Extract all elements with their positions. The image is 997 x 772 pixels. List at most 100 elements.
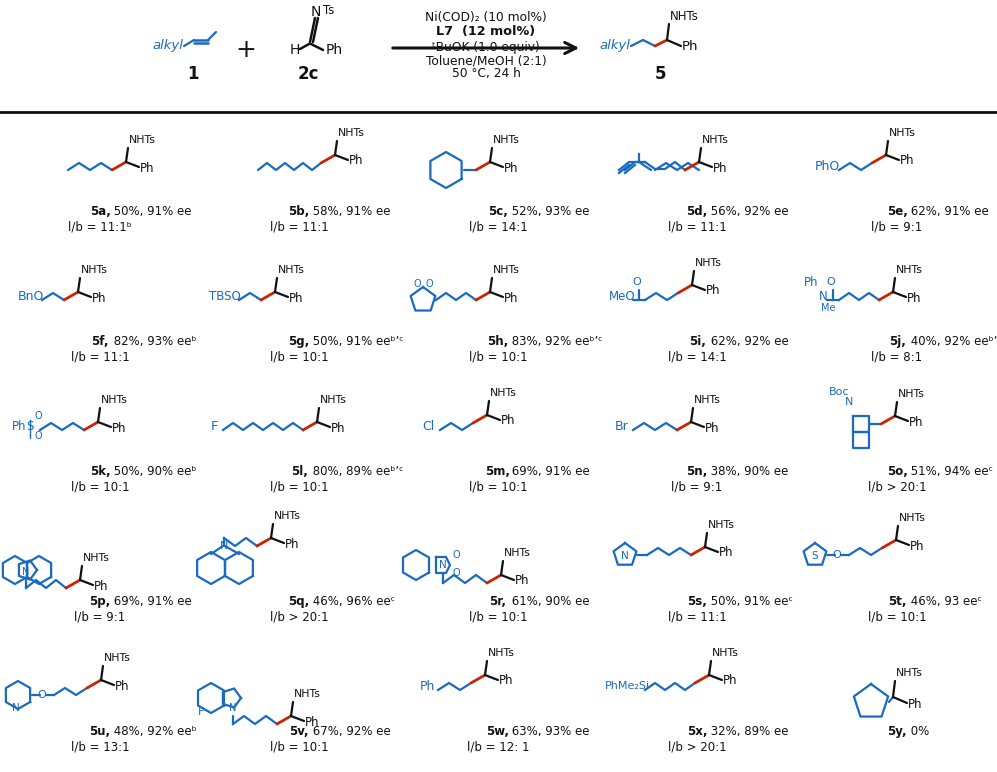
Text: NHTs: NHTs bbox=[274, 511, 301, 521]
Text: O: O bbox=[413, 279, 421, 289]
Text: 62%, 91% ee: 62%, 91% ee bbox=[906, 205, 988, 218]
Text: NHTs: NHTs bbox=[104, 653, 131, 663]
Text: PhO: PhO bbox=[815, 160, 840, 172]
Text: 48%, 92% eeᵇ: 48%, 92% eeᵇ bbox=[110, 725, 196, 738]
Text: Toluene/MeOH (2:1): Toluene/MeOH (2:1) bbox=[426, 55, 546, 67]
Text: 5t,: 5t, bbox=[887, 595, 906, 608]
Text: Ph: Ph bbox=[501, 415, 515, 428]
Text: N: N bbox=[621, 551, 629, 561]
Text: 58%, 91% ee: 58%, 91% ee bbox=[309, 205, 390, 218]
Text: 5u,: 5u, bbox=[90, 725, 111, 738]
Text: Ph: Ph bbox=[499, 675, 513, 688]
Text: alkyl: alkyl bbox=[599, 39, 630, 52]
Text: 2c: 2c bbox=[297, 65, 319, 83]
Text: NHTs: NHTs bbox=[129, 135, 156, 145]
Text: 5c,: 5c, bbox=[489, 205, 507, 218]
Text: Ph: Ph bbox=[908, 697, 922, 710]
Text: O: O bbox=[832, 550, 841, 560]
Text: NHTs: NHTs bbox=[504, 548, 530, 558]
Text: l/b = 11:1: l/b = 11:1 bbox=[668, 610, 727, 623]
Text: 67%, 92% ee: 67%, 92% ee bbox=[309, 725, 391, 738]
Text: Ph: Ph bbox=[723, 675, 738, 688]
Text: Ph: Ph bbox=[140, 161, 155, 174]
Text: O: O bbox=[34, 431, 42, 441]
Text: S: S bbox=[812, 551, 819, 561]
Text: NHTs: NHTs bbox=[338, 128, 365, 138]
Text: 5y,: 5y, bbox=[887, 725, 907, 738]
Text: NHTs: NHTs bbox=[670, 11, 699, 23]
Text: 5f,: 5f, bbox=[92, 335, 109, 348]
Text: Ts: Ts bbox=[323, 4, 334, 16]
Text: NHTs: NHTs bbox=[898, 389, 925, 399]
Text: Ph: Ph bbox=[706, 285, 721, 297]
Text: N: N bbox=[219, 541, 228, 551]
Text: l/b = 13:1: l/b = 13:1 bbox=[71, 740, 130, 753]
Text: O: O bbox=[425, 279, 433, 289]
Text: O: O bbox=[452, 550, 460, 560]
Text: 5v,: 5v, bbox=[289, 725, 309, 738]
Text: Ph: Ph bbox=[331, 422, 346, 435]
Text: 5a,: 5a, bbox=[90, 205, 111, 218]
Text: Ph: Ph bbox=[289, 292, 303, 304]
Text: l/b > 20:1: l/b > 20:1 bbox=[668, 740, 726, 753]
Text: ᵗBuOK (1.0 equiv): ᵗBuOK (1.0 equiv) bbox=[432, 42, 539, 55]
Text: NHTs: NHTs bbox=[83, 553, 110, 563]
Text: 5r,: 5r, bbox=[490, 595, 506, 608]
Text: NHTs: NHTs bbox=[695, 258, 722, 268]
Text: l/b = 10:1: l/b = 10:1 bbox=[269, 740, 328, 753]
Text: NHTs: NHTs bbox=[896, 668, 923, 678]
Text: 50 °C, 24 h: 50 °C, 24 h bbox=[452, 67, 520, 80]
Text: l/b > 20:1: l/b > 20:1 bbox=[269, 610, 328, 623]
Text: 5m,: 5m, bbox=[486, 465, 510, 478]
Text: H: H bbox=[290, 43, 300, 57]
Text: 38%, 90% ee: 38%, 90% ee bbox=[707, 465, 788, 478]
Text: l/b = 14:1: l/b = 14:1 bbox=[469, 220, 527, 233]
Text: Ph: Ph bbox=[326, 43, 343, 57]
Text: N: N bbox=[12, 703, 20, 713]
Text: NHTs: NHTs bbox=[694, 395, 721, 405]
Text: l/b = 10:1: l/b = 10:1 bbox=[269, 350, 328, 363]
Text: NHTs: NHTs bbox=[101, 395, 128, 405]
Text: MeO: MeO bbox=[609, 290, 636, 303]
Text: NHTs: NHTs bbox=[294, 689, 321, 699]
Text: Ph: Ph bbox=[305, 716, 319, 729]
Text: O: O bbox=[452, 568, 460, 578]
Text: Boc: Boc bbox=[829, 387, 849, 397]
Text: PhMe₂Si: PhMe₂Si bbox=[605, 681, 650, 691]
Text: NHTs: NHTs bbox=[899, 513, 926, 523]
Text: Ph: Ph bbox=[420, 679, 436, 692]
Text: Ph: Ph bbox=[682, 40, 699, 53]
Text: Ph: Ph bbox=[705, 422, 720, 435]
Text: 5n,: 5n, bbox=[686, 465, 708, 478]
Text: NHTs: NHTs bbox=[702, 135, 729, 145]
Text: Ph: Ph bbox=[713, 161, 728, 174]
Text: l/b = 11:1: l/b = 11:1 bbox=[71, 350, 130, 363]
Text: 82%, 93% eeᵇ: 82%, 93% eeᵇ bbox=[110, 335, 196, 348]
Text: F: F bbox=[211, 419, 218, 432]
Text: NHTs: NHTs bbox=[896, 265, 923, 275]
Text: L7  (12 mol%): L7 (12 mol%) bbox=[437, 25, 535, 38]
Text: l/b = 12: 1: l/b = 12: 1 bbox=[467, 740, 529, 753]
Text: Ph: Ph bbox=[115, 679, 130, 692]
Text: Ph: Ph bbox=[900, 154, 914, 168]
Text: Ph: Ph bbox=[349, 154, 364, 168]
Text: S: S bbox=[26, 419, 33, 432]
Text: 5i,: 5i, bbox=[689, 335, 706, 348]
Text: N: N bbox=[311, 5, 321, 19]
Text: l/b = 9:1: l/b = 9:1 bbox=[871, 220, 922, 233]
Text: l/b = 10:1: l/b = 10:1 bbox=[469, 610, 527, 623]
Text: 5b,: 5b, bbox=[288, 205, 310, 218]
Text: Cl: Cl bbox=[422, 419, 435, 432]
Text: l/b = 10:1: l/b = 10:1 bbox=[469, 350, 527, 363]
Text: Ph: Ph bbox=[909, 415, 923, 428]
Text: NHTs: NHTs bbox=[708, 520, 735, 530]
Text: NHTs: NHTs bbox=[493, 135, 519, 145]
Text: 83%, 92% eeᵇʼᶜ: 83%, 92% eeᵇʼᶜ bbox=[507, 335, 602, 348]
Text: N: N bbox=[819, 290, 828, 303]
Text: 69%, 91% ee: 69%, 91% ee bbox=[110, 595, 191, 608]
Text: Ph: Ph bbox=[92, 292, 107, 304]
Text: O: O bbox=[34, 411, 42, 421]
Text: l/b = 9:1: l/b = 9:1 bbox=[75, 610, 126, 623]
Text: l/b = 8:1: l/b = 8:1 bbox=[871, 350, 922, 363]
Text: Ph: Ph bbox=[94, 580, 109, 592]
